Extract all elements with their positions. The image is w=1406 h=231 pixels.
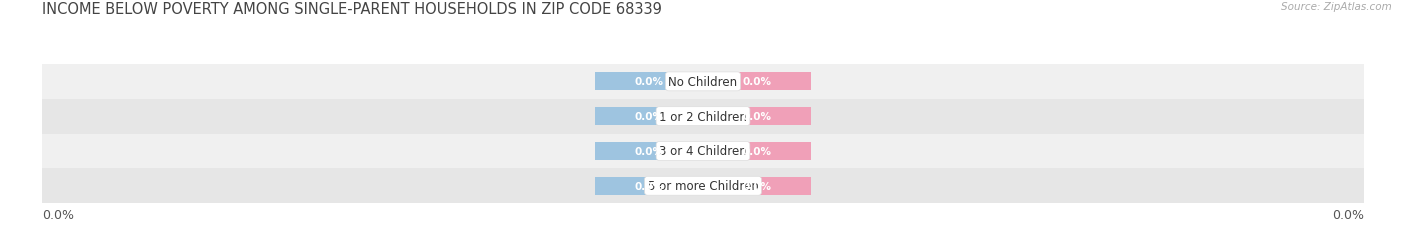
Bar bbox=[703, 142, 811, 160]
Bar bbox=[595, 142, 703, 160]
Bar bbox=[703, 108, 811, 126]
Text: 0.0%: 0.0% bbox=[42, 208, 75, 221]
Text: 5 or more Children: 5 or more Children bbox=[648, 179, 758, 192]
Bar bbox=[595, 108, 703, 126]
Text: 3 or 4 Children: 3 or 4 Children bbox=[659, 145, 747, 158]
Bar bbox=[703, 73, 811, 91]
Text: Source: ZipAtlas.com: Source: ZipAtlas.com bbox=[1281, 2, 1392, 12]
Text: 0.0%: 0.0% bbox=[634, 77, 664, 87]
Bar bbox=[703, 177, 811, 195]
Bar bbox=[595, 177, 703, 195]
Text: No Children: No Children bbox=[668, 76, 738, 88]
Bar bbox=[595, 73, 703, 91]
Text: 0.0%: 0.0% bbox=[742, 112, 772, 122]
Text: 0.0%: 0.0% bbox=[634, 112, 664, 122]
Bar bbox=[42, 169, 1364, 203]
Text: INCOME BELOW POVERTY AMONG SINGLE-PARENT HOUSEHOLDS IN ZIP CODE 68339: INCOME BELOW POVERTY AMONG SINGLE-PARENT… bbox=[42, 2, 662, 17]
Text: 0.0%: 0.0% bbox=[634, 181, 664, 191]
Bar bbox=[42, 65, 1364, 99]
Text: 0.0%: 0.0% bbox=[742, 77, 772, 87]
Text: 0.0%: 0.0% bbox=[634, 146, 664, 156]
Text: 0.0%: 0.0% bbox=[742, 181, 772, 191]
Text: 0.0%: 0.0% bbox=[1331, 208, 1364, 221]
Text: 1 or 2 Children: 1 or 2 Children bbox=[659, 110, 747, 123]
Bar bbox=[42, 99, 1364, 134]
Bar bbox=[42, 134, 1364, 169]
Text: 0.0%: 0.0% bbox=[742, 146, 772, 156]
